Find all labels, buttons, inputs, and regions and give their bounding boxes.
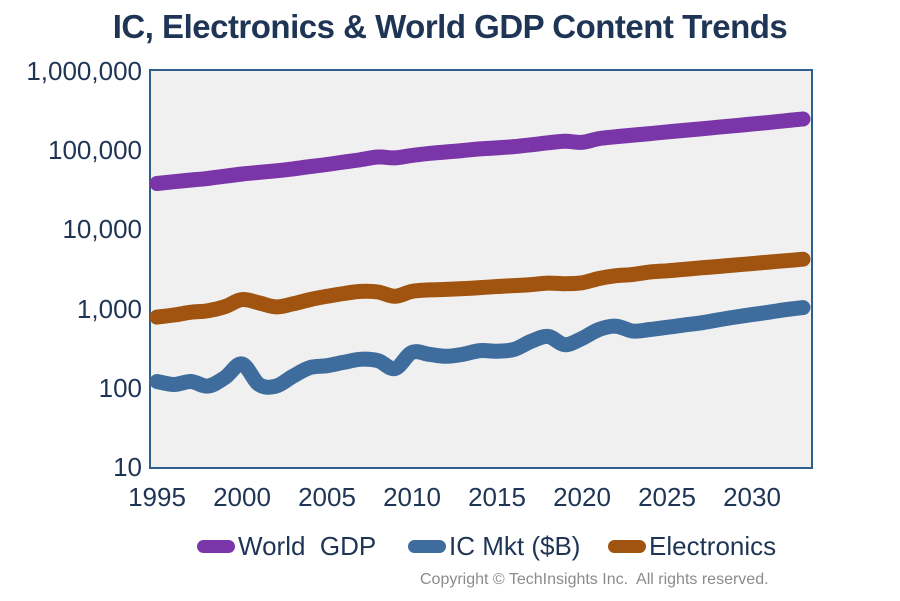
legend-swatch-ic-mkt	[408, 539, 446, 553]
y-tick-label: 100	[98, 372, 142, 403]
legend-item-electronics: Electronics	[608, 531, 776, 561]
y-tick-label: 1,000,000	[26, 56, 142, 86]
y-tick-label: 10	[113, 452, 142, 482]
series-line-electronics	[149, 251, 811, 325]
legend-item-ic-mkt: IC Mkt ($B)	[408, 531, 580, 561]
series-line-ic-mkt-b	[149, 300, 811, 395]
x-tick-label: 2015	[468, 482, 526, 512]
y-tick-label: 100,000	[48, 135, 142, 166]
x-tick-label: 2010	[383, 482, 441, 512]
x-tick-label: 2030	[723, 482, 781, 512]
y-tick-label: 10,000	[62, 214, 142, 245]
legend-label: IC Mkt ($B)	[449, 531, 581, 561]
x-tick-label: 2025	[638, 482, 696, 512]
x-tick-label: 2005	[298, 482, 356, 512]
y-tick-label: 1,000	[76, 293, 142, 324]
x-tick-label: 2000	[213, 482, 271, 512]
series-line-world-gdp	[149, 111, 811, 191]
legend-swatch-world-gdp	[197, 539, 235, 553]
x-tick-label: 1995	[128, 482, 186, 512]
chart-title: IC, Electronics & World GDP Content Tren…	[112, 8, 788, 45]
x-tick-label: 2020	[553, 482, 611, 512]
chart-canvas	[149, 111, 811, 395]
plot-area	[149, 69, 813, 469]
copyright-text: Copyright © TechInsights Inc. All rights…	[420, 571, 769, 588]
legend-label: World GDP	[238, 531, 377, 561]
legend-swatch-electronics	[608, 539, 646, 553]
legend-item-world-gdp: World GDP	[197, 531, 376, 561]
legend-label: Electronics	[649, 531, 777, 561]
